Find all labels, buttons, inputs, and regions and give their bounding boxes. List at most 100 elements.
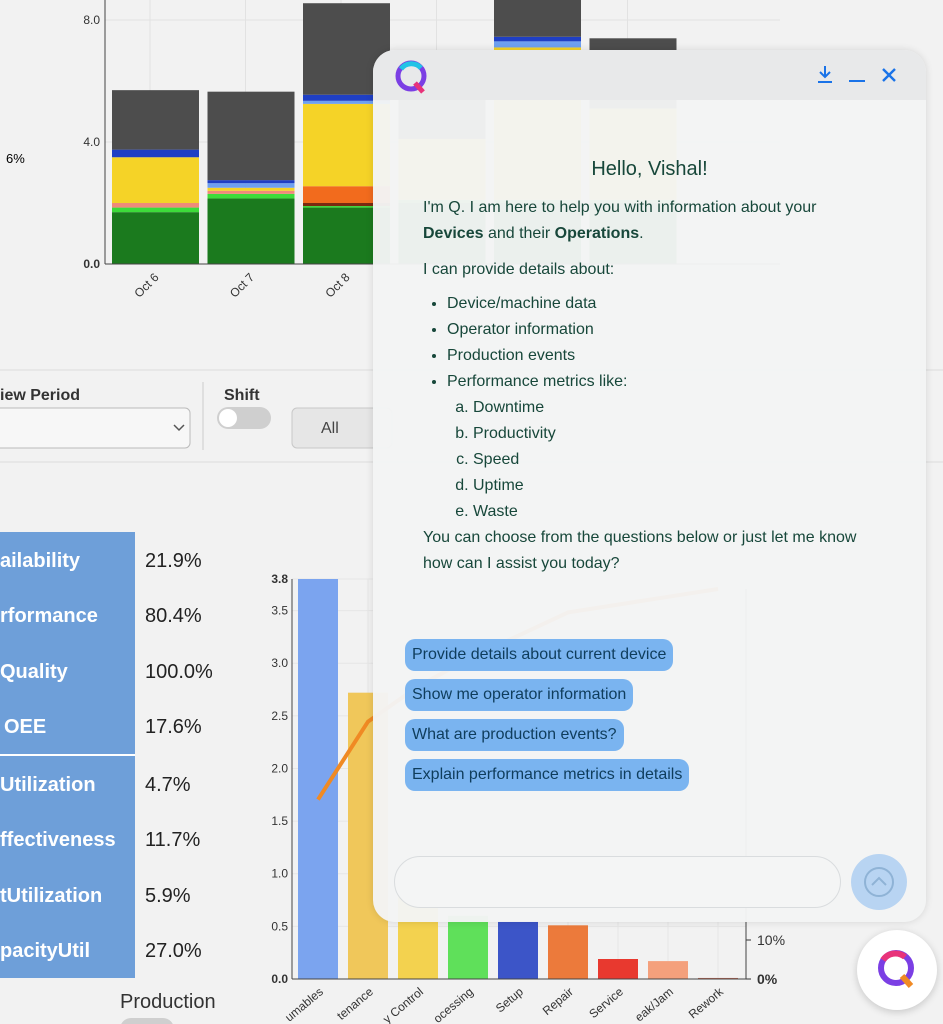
y2-tick-label: 10% [757,932,785,948]
metric-item: Downtime [473,395,876,421]
download-icon[interactable] [816,64,834,84]
suggestion-button[interactable]: Explain performance metrics in details [405,759,690,791]
bar-segment [494,41,581,48]
x-tick-label: y Control [380,985,426,1024]
left-note: 6% [6,151,25,166]
metric-name: ffectiveness [0,829,116,851]
intro-text: I'm Q. I am here to help you with inform… [423,199,817,216]
bar-segment [303,94,390,101]
bar-segment [112,207,199,213]
x-tick-label: Service [586,984,626,1021]
y-tick-label: 3.0 [271,656,288,670]
bar-segment [112,149,199,158]
bar-segment [303,206,390,208]
y-tick-label: 0.0 [271,972,288,986]
metric-value: 100.0% [145,661,213,683]
metric-item: Waste [473,499,876,525]
x-tick-label: Repair [540,985,576,1018]
shift-button-label: All [321,420,339,437]
y-tick-label: 1.5 [271,814,288,828]
bar-segment [112,212,199,264]
x-tick-label: Oct 8 [322,270,352,300]
minimize-icon[interactable] [848,64,866,84]
metric-value: 80.4% [145,605,202,627]
bar [548,925,588,979]
metric-name: rformance [0,605,98,627]
metric-value: 17.6% [145,716,202,738]
bar-segment [207,180,295,184]
q-logo [395,60,427,94]
bar-segment [207,193,295,199]
topic-item: Operator information [447,317,876,343]
bar-segment [207,183,295,188]
provide: I can provide details about: [423,261,615,278]
chat-input[interactable] [394,856,841,908]
y-tick-label: 4.0 [83,135,100,149]
metric-value: 5.9% [145,885,191,907]
assistant-button[interactable] [857,930,937,1010]
send-icon [864,867,894,897]
y2-tick-label: 0% [757,971,778,987]
y-tick-label: 8.0 [83,13,100,27]
chat-header [373,50,926,100]
y-tick-label: 2.0 [271,761,288,775]
chat-message: I'm Q. I am here to help you with inform… [373,195,926,577]
bar-segment [303,100,390,104]
y-tick-label: 2.5 [271,709,288,723]
intro-text: and their [483,225,555,242]
suggestion-button[interactable]: What are production events? [405,719,624,751]
shift-label: Shift [224,387,260,404]
bar-segment [303,186,390,203]
metric-value: 21.9% [145,550,202,572]
bar-segment [494,0,581,37]
closing: You can choose from the questions below … [423,529,857,572]
header-icons [816,64,898,84]
metric-list: DowntimeProductivitySpeedUptimeWaste [447,395,876,525]
close-icon[interactable] [880,64,898,84]
suggestion-button[interactable]: Provide details about current device [405,639,674,671]
metric-value: 27.0% [145,940,202,962]
x-tick-label: Oct 7 [227,270,257,300]
period-select[interactable] [0,407,191,449]
intro: I'm Q. I am here to help you with inform… [423,195,876,247]
x-tick-label: ocessing [431,985,476,1024]
production-toggle[interactable] [120,1018,174,1024]
y-tick-label: 0.0 [83,257,100,271]
bar-segment [303,203,390,207]
bar-segment [207,190,295,194]
intro-bold: Devices [423,225,484,242]
topic-item: Production events [447,343,876,369]
greeting: Hello, Vishal! [591,158,708,180]
x-tick-label: Rework [686,984,727,1022]
suggestion-button[interactable]: Show me operator information [405,679,634,711]
topic-item: Device/machine data [447,291,876,317]
metric-name: tUtilization [0,885,102,907]
metric-name: Utilization [0,774,96,796]
topic-list: Device/machine dataOperator informationP… [423,291,876,525]
metric-name: OEE [4,716,46,738]
metric-item: Productivity [473,421,876,447]
send-button[interactable] [851,854,907,910]
bar [648,961,688,979]
metric-item: Speed [473,447,876,473]
q-logo [878,950,914,989]
x-tick-label: eak/Jam [632,985,676,1024]
bar [598,959,638,979]
intro-text: . [639,225,644,242]
metric-name: ailability [0,550,81,572]
y-tick-label: 3.5 [271,604,288,618]
bar-segment [494,36,581,42]
bar-segment [207,198,295,264]
metric-value: 4.7% [145,774,191,796]
y-tick-label: 3.8 [271,572,288,586]
x-tick-label: Setup [493,984,526,1015]
y-tick-label: 0.5 [271,919,288,933]
bar [448,915,488,979]
bar-segment [207,91,295,181]
production-label: Production [120,991,216,1013]
bar-segment [112,203,199,208]
intro-bold: Operations [554,225,640,242]
bar [498,921,538,979]
x-tick-label: Oct 6 [131,270,161,300]
